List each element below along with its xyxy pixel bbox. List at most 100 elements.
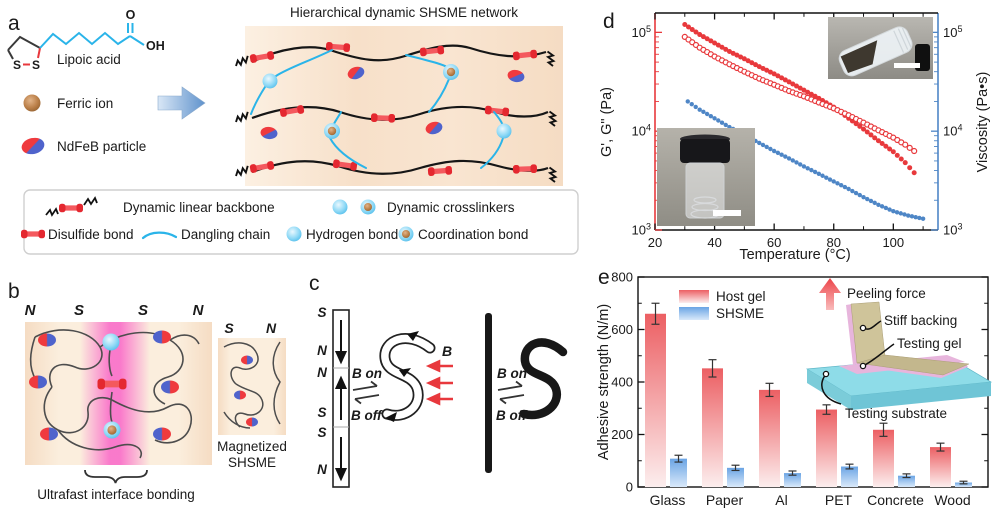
y-tick-R-10^5: 105 [943, 24, 962, 40]
panel-e: e 0 200 400 600 800 Glass Paper Al PET Concrete Wo… [596, 266, 993, 508]
legend-dangling: Dangling chain [181, 227, 270, 242]
straight-strip-photo [485, 313, 492, 473]
bar-shsme-concrete [898, 475, 915, 487]
x-tick-100: 100 [882, 235, 904, 250]
legend-shsme: SHSME [716, 306, 764, 321]
panel-a-label: a [8, 12, 20, 35]
category-label-concrete: Concrete [867, 492, 924, 508]
b-field-arrows [425, 359, 453, 406]
lipoic-acid-label: Lipoic acid [57, 52, 121, 67]
pole-label: N [25, 302, 37, 319]
panel-e-plot: 0 200 400 600 800 Glass Paper Al PET Concrete Wood [611, 270, 988, 508]
category-label-paper: Paper [706, 492, 744, 508]
bar-host-gel-concrete [873, 429, 894, 487]
curled-strip-photo [519, 338, 568, 420]
y-tick-R-10^3: 103 [943, 222, 962, 238]
ndfeb-particle [260, 126, 278, 140]
ndfeb-particle [38, 333, 56, 347]
category-label-wood: Wood [934, 492, 970, 508]
svg-text:B on: B on [497, 366, 527, 381]
peel-test-inset: Peeling force Stiff backing Testing gel … [805, 278, 993, 421]
x-tick-60: 60 [767, 235, 781, 250]
dangling-chains [250, 49, 504, 169]
bar-host-gel-wood [930, 447, 951, 487]
pole-label: S [317, 425, 326, 440]
ndfeb-particle [234, 390, 246, 400]
magnetized-caption: Magnetized [217, 439, 287, 454]
substrate-front [851, 382, 991, 410]
panel-a-legend: Dynamic linear backbone Dynamic crosslin… [21, 189, 579, 255]
backbone-icon [45, 196, 98, 217]
y-axis-label: Adhesive strength (N/m) [596, 304, 612, 460]
legend-disulfide: Disulfide bond [48, 227, 134, 242]
magnet-bar [332, 309, 350, 488]
lipoic-acid-structure: S S O OH [7, 8, 165, 72]
coordination-bond-icon [443, 64, 459, 80]
scale-bar [713, 210, 741, 216]
testing-gel-label: Testing gel [897, 336, 962, 351]
panel-d: d 20 40 60 80 100 103 104 105 103 104 105 Temperat… [599, 10, 991, 262]
y-tick-R-10^4: 104 [943, 123, 962, 139]
brace-caption: Ultrafast interface bonding [37, 487, 195, 502]
coordination-bond-icon [360, 199, 376, 215]
e-y-tick-0: 0 [626, 480, 633, 495]
y-tick-L-10^3: 103 [632, 222, 651, 238]
ndfeb-particle [153, 427, 171, 441]
series-g-loss-modulus [681, 33, 918, 155]
svg-text:B off: B off [496, 408, 528, 423]
pole-label: S [224, 320, 234, 336]
bar-host-gel-pet [816, 409, 837, 487]
b-on-label: B on [352, 366, 382, 381]
bar-shsme-pet [841, 466, 858, 487]
x-tick-40: 40 [707, 235, 721, 250]
b-on-label: B on [497, 366, 527, 381]
ndfeb-particle [40, 427, 58, 441]
e-y-tick-400: 400 [611, 375, 633, 390]
plot-frame [654, 12, 939, 231]
y-axis-label-right: Viscosity (Pa•s) [975, 72, 991, 173]
b-toggle-right: B on B off [496, 366, 528, 423]
e-y-tick-600: 600 [611, 322, 633, 337]
b-toggle-left: B on B off [351, 366, 383, 423]
pole-label: S [74, 302, 84, 319]
panel-c: c S N N S S N B on B off [309, 272, 568, 488]
pole-label: S [138, 302, 148, 319]
scale-bar [894, 63, 920, 68]
ndfeb-particle [347, 66, 365, 80]
x-tick-20: 20 [648, 235, 662, 250]
hydrogen-bond-icon [332, 199, 348, 215]
ndfeb-particle [161, 380, 179, 394]
legend-hostgel: Host gel [716, 289, 766, 304]
y-axis-label-left: G', G" (Pa) [599, 87, 615, 157]
panel-a: a S S O OH Lipoic acid Ferric ion NdFeB … [7, 5, 579, 255]
peeling-arrow-icon [819, 278, 841, 310]
legend-hydrogen: Hydrogen bond [306, 227, 398, 242]
hydrogen-bond-icon [262, 73, 278, 89]
pole-label: N [193, 302, 205, 319]
dangling-chain-icon [141, 231, 178, 240]
shape-memory-strip-outline [379, 331, 436, 422]
atom-s1: S [13, 58, 21, 72]
pole-label: N [317, 462, 327, 477]
ndfeb-particle [246, 417, 258, 427]
svg-text:B off: B off [351, 408, 383, 423]
ndfeb-particle [425, 121, 443, 135]
peeling-force-label: Peeling force [847, 286, 926, 301]
atom-oh: OH [146, 39, 165, 53]
b-off-label: B off [496, 408, 528, 423]
pole-label: N [266, 320, 277, 336]
category-label-al: Al [775, 492, 787, 508]
x-tick-80: 80 [827, 235, 841, 250]
pole-label: S [317, 305, 326, 320]
interface-bonding-diagram [25, 322, 212, 465]
panel-e-label: e [598, 266, 610, 289]
y-tick-L-10^5: 105 [632, 24, 651, 40]
inset-photo-gel [657, 128, 755, 226]
testing-substrate-label: Testing substrate [845, 406, 947, 421]
legend-swatch-shsme [679, 307, 709, 320]
ndfeb-label: NdFeB particle [57, 139, 146, 154]
panel-d-label: d [603, 10, 615, 33]
bar-host-gel-al [759, 389, 780, 487]
legend-backbone: Dynamic linear backbone [123, 200, 275, 215]
ndfeb-particle [153, 330, 171, 344]
